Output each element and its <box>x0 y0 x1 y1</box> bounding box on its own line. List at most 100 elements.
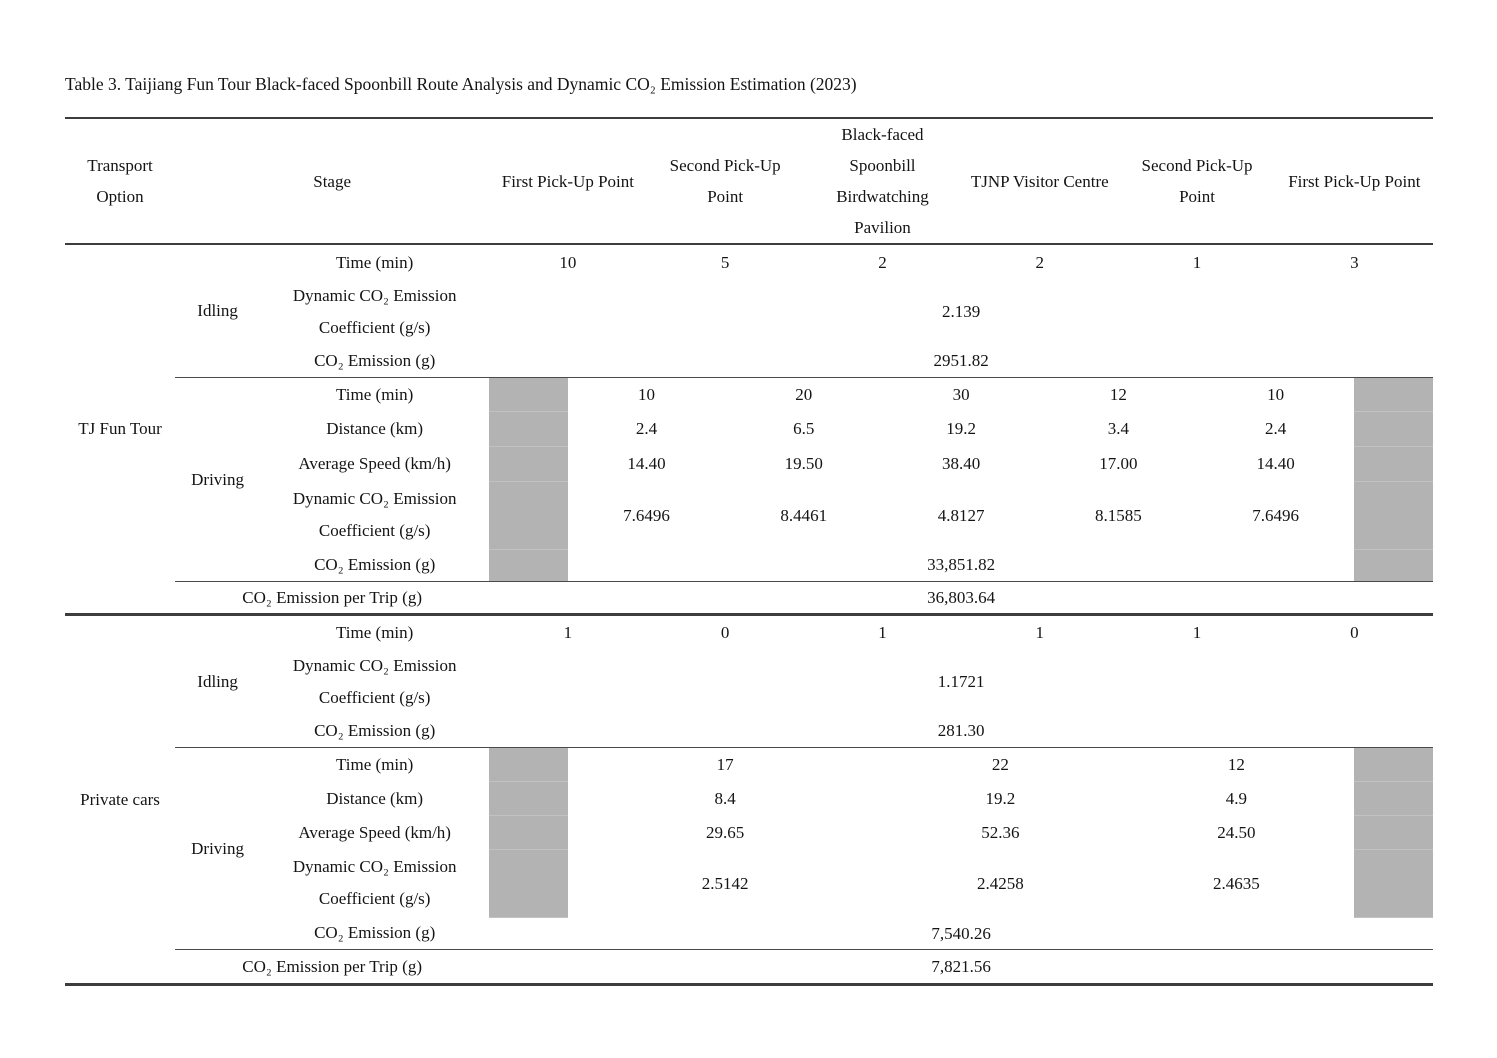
table-container: Transport Option Stage First Pick-Up Poi… <box>65 117 1433 986</box>
value-cell: 2951.82 <box>489 344 1433 378</box>
transport-option-tj-fun-tour: TJ Fun Tour <box>65 244 176 616</box>
table-row: CO₂ Emission (g) 33,851.82 <box>65 549 1433 582</box>
stage-label-idling: Idling <box>175 614 261 748</box>
value-cell: 19.50 <box>784 454 823 473</box>
value-cell: 36,803.64 <box>489 581 1433 616</box>
value-cell: 1 <box>1192 252 1202 272</box>
value-cell: 2.5142 <box>701 873 749 893</box>
value-cell: 281.30 <box>489 714 1433 748</box>
value-cell: 29.65 <box>706 822 745 842</box>
row-label-emission: CO₂ Emission (g) <box>260 344 490 378</box>
value-cell: 30 <box>952 384 970 404</box>
shaded-cell <box>489 377 568 412</box>
coef-label-line2: Coefficient (g/s) <box>318 687 431 707</box>
table-row: Distance (km) 8.4 19.2 4.9 <box>65 781 1433 816</box>
row-label-speed: Average Speed (km/h) <box>298 454 451 473</box>
row-label-distance: Distance (km) <box>326 419 424 438</box>
value-cell: 4.8127 <box>937 505 985 525</box>
table-title: Table 3. Taijiang Fun Tour Black-faced S… <box>65 74 857 94</box>
value-cell: 2.4 <box>1265 419 1287 438</box>
value-cell: 2.4635 <box>1212 873 1260 893</box>
value-cell: 7.6496 <box>1252 505 1300 525</box>
value-cell: 24.50 <box>1217 822 1256 842</box>
table-row: Driving Time (min) 10 20 30 12 10 <box>65 377 1433 582</box>
coef-label-line1: Dynamic CO₂ Emission <box>292 857 457 876</box>
row-label-coefficient: Dynamic CO₂ Emission Coefficient (g/s) <box>260 849 489 917</box>
table-row: Private cars Idling Time (min) 1 0 1 1 1… <box>65 614 1433 809</box>
shaded-cell <box>489 481 568 550</box>
col-header-stage: Stage <box>175 118 490 245</box>
row-label-emission: CO₂ Emission (g) <box>260 917 490 950</box>
row-label-per-trip: CO₂ Emission per Trip (g) <box>242 956 423 976</box>
value-cell: 10 <box>1267 384 1285 404</box>
value-cell: 10 <box>638 384 656 404</box>
coef-label-line2: Coefficient (g/s) <box>318 317 431 337</box>
row-label-speed: Average Speed (km/h) <box>298 822 451 842</box>
value-cell: 0 <box>1350 622 1359 642</box>
value-cell: 8.4 <box>714 788 736 808</box>
table-row: Dynamic CO₂ Emission Coefficient (g/s) 2… <box>65 279 1433 344</box>
table-row: Average Speed (km/h) 29.65 52.36 24.50 <box>65 815 1433 850</box>
row-label-coefficient: Dynamic CO₂ Emission Coefficient (g/s) <box>260 481 489 549</box>
value-cell: 2 <box>1035 252 1045 272</box>
value-cell: 2.139 <box>941 302 981 321</box>
stage-label-driving: Driving <box>175 747 261 950</box>
transport-option-private-cars: Private cars <box>80 789 160 809</box>
table-row: Average Speed (km/h) 14.40 19.50 38.40 1… <box>65 446 1433 482</box>
row-label-time: Time (min) <box>336 754 414 774</box>
col-header-first-pickup: First Pick-Up Point <box>489 118 647 245</box>
table-row: Dynamic CO₂ Emission Coefficient (g/s) 1… <box>65 649 1433 714</box>
shaded-cell <box>489 849 568 918</box>
shaded-cell <box>1354 747 1433 782</box>
row-label-coefficient: Dynamic CO₂ Emission Coefficient (g/s) <box>260 649 489 714</box>
shaded-cell <box>1354 411 1433 447</box>
value-cell: 12 <box>1109 384 1127 404</box>
value-cell: 1 <box>1035 622 1045 642</box>
shaded-cell <box>489 781 568 816</box>
value-cell: 12 <box>1227 754 1245 774</box>
stage-label-driving: Driving <box>175 377 261 582</box>
shaded-cell <box>489 815 568 850</box>
table-row: CO₂ Emission per Trip (g) 36,803.64 <box>65 581 1433 616</box>
row-label-distance: Distance (km) <box>326 788 424 808</box>
shaded-cell <box>1354 481 1433 550</box>
row-label-emission: CO₂ Emission (g) <box>260 549 490 582</box>
col-header-second-pickup-return: Second Pick-Up Point <box>1118 118 1276 245</box>
row-label-time: Time (min) <box>336 252 414 272</box>
value-cell: 6.5 <box>793 419 815 438</box>
value-cell: 7,821.56 <box>931 956 991 976</box>
shaded-cell <box>1354 815 1433 850</box>
coef-label-line2: Coefficient (g/s) <box>318 889 431 908</box>
value-cell: 1 <box>878 622 887 642</box>
shaded-cell <box>1354 446 1433 482</box>
table-row: Driving Time (min) 17 22 12 <box>65 747 1433 950</box>
col-header-transport-option: Transport Option <box>65 118 176 245</box>
value-cell: 1.1721 <box>937 672 985 691</box>
value-cell: 38.40 <box>941 454 981 473</box>
emissions-table: Transport Option Stage First Pick-Up Poi… <box>65 117 1433 986</box>
table-row: Distance (km) 2.4 6.5 19.2 3.4 2.4 <box>65 411 1433 447</box>
shaded-cell <box>489 411 568 447</box>
value-cell: 7,540.26 <box>489 917 1433 950</box>
value-cell: 33,851.82 <box>567 549 1355 582</box>
value-cell: 17 <box>716 754 734 774</box>
value-cell: 52.36 <box>981 822 1020 842</box>
value-cell: 10 <box>559 252 577 272</box>
shaded-cell <box>489 549 568 582</box>
value-cell: 2.4258 <box>977 873 1024 893</box>
row-label-per-trip: CO₂ Emission per Trip (g) <box>175 581 490 616</box>
col-header-first-pickup-return: First Pick-Up Point <box>1275 118 1433 245</box>
value-cell: 14.40 <box>627 454 666 473</box>
shaded-cell <box>489 446 568 482</box>
value-cell: 8.1585 <box>1095 505 1142 525</box>
row-label-time: Time (min) <box>336 384 414 404</box>
shaded-cell <box>1354 549 1433 582</box>
col-header-visitor-centre: TJNP Visitor Centre <box>961 118 1119 245</box>
value-cell: 8.4461 <box>780 505 828 525</box>
value-cell: 19.2 <box>985 788 1016 808</box>
header-row: Transport Option Stage First Pick-Up Poi… <box>65 118 1433 245</box>
value-cell: 0 <box>720 622 730 642</box>
coef-label-line1: Dynamic CO₂ Emission <box>292 489 457 508</box>
value-cell: 14.40 <box>1256 454 1295 473</box>
